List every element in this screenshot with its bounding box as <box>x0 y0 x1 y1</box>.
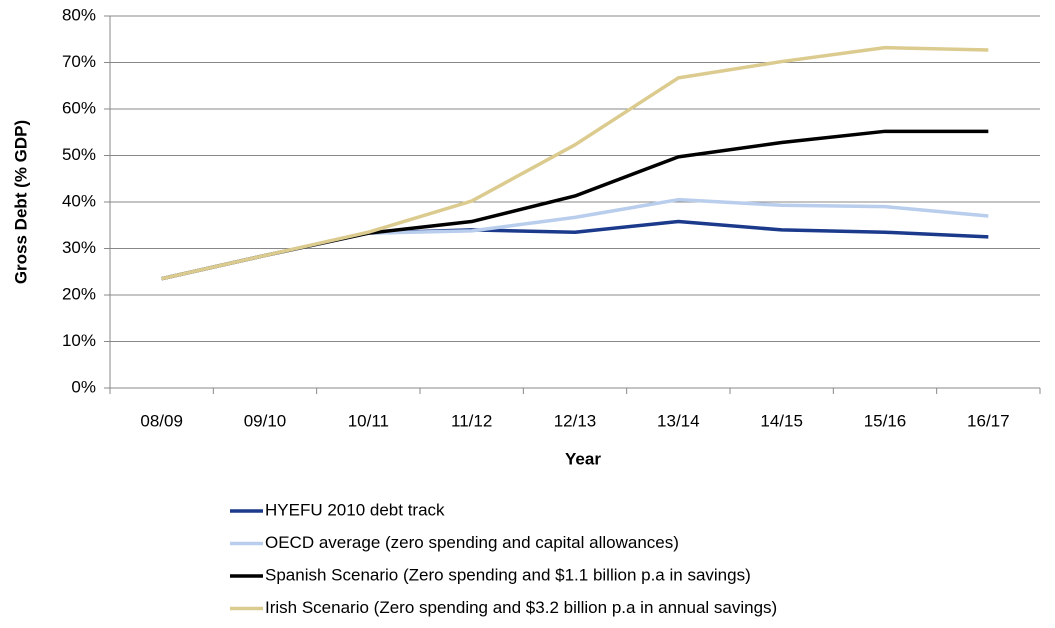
y-tick-label: 50% <box>62 145 96 164</box>
series-line <box>161 45 989 281</box>
x-tick-label: 14/15 <box>760 411 803 430</box>
x-tick-label: 16/17 <box>967 411 1010 430</box>
legend-label: HYEFU 2010 debt track <box>265 500 445 519</box>
y-tick-label: 30% <box>62 238 96 257</box>
legend-label: Irish Scenario (Zero spending and $3.2 b… <box>265 598 777 617</box>
x-tick-label: 10/11 <box>348 411 389 430</box>
y-axis-label: Gross Debt (% GDP) <box>11 120 30 284</box>
y-tick-label: 0% <box>71 377 96 396</box>
x-tick-label: 09/10 <box>244 411 287 430</box>
x-tick-label: 08/09 <box>140 411 183 430</box>
x-tick-label: 15/16 <box>864 411 907 430</box>
x-tick-label: 13/14 <box>657 411 700 430</box>
y-tick-label: 60% <box>62 98 96 117</box>
legend-label: Spanish Scenario (Zero spending and $1.1… <box>265 565 751 584</box>
y-tick-label: 10% <box>62 331 96 350</box>
y-tick-label: 20% <box>62 284 96 303</box>
y-tick-label: 40% <box>62 191 96 210</box>
x-axis-label: Year <box>565 449 601 468</box>
x-tick-label: 11/12 <box>451 411 492 430</box>
y-tick-label: 70% <box>62 52 96 71</box>
y-tick-label: 80% <box>62 5 96 24</box>
x-tick-label: 12/13 <box>554 411 597 430</box>
series-line <box>161 197 989 281</box>
legend-label: OECD average (zero spending and capital … <box>265 533 679 552</box>
